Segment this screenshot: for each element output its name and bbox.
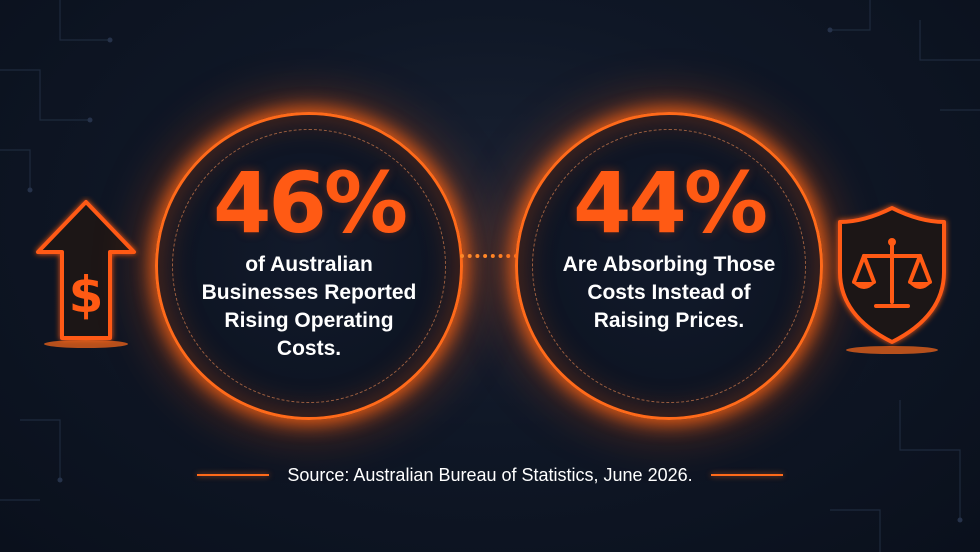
source-row: Source: Australian Bureau of Statistics,… xyxy=(0,460,980,490)
divider xyxy=(710,474,783,476)
stat-circle-absorbing-costs: 44% Are Absorbing Those Costs Instead of… xyxy=(515,112,823,420)
stat-percent: 44% xyxy=(572,154,768,252)
divider xyxy=(197,474,270,476)
stat-percent: 46% xyxy=(212,154,408,252)
dotted-connector xyxy=(460,254,518,262)
svg-text:$: $ xyxy=(69,266,104,324)
source-citation: Source: Australian Bureau of Statistics,… xyxy=(287,465,693,485)
dollar-arrow-up-icon: $ xyxy=(30,196,142,360)
stat-circle-rising-costs: 46% of Australian Businesses Reported Ri… xyxy=(155,112,463,420)
stat-description: Are Absorbing Those Costs Instead of Rai… xyxy=(562,253,776,332)
shield-scales-icon xyxy=(832,202,952,360)
stat-description: of Australian Businesses Reported Rising… xyxy=(201,253,417,360)
